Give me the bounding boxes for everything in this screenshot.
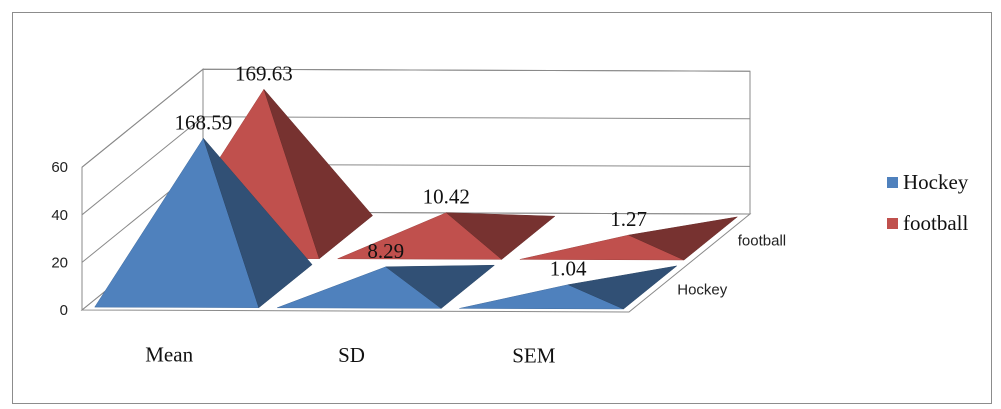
category-label-mean: Mean	[145, 342, 193, 366]
series-hockey: 168.59 8.29 1.04	[94, 110, 678, 310]
pyramid-hockey-sem-side-face	[567, 265, 678, 310]
pyramid-football-sem-side-face	[627, 216, 739, 261]
depth-label-hockey: Hockey	[677, 282, 728, 299]
pyramid-football-mean-side-face	[263, 89, 373, 260]
depth-label-football: football	[738, 233, 786, 250]
legend-swatch-football	[887, 218, 898, 229]
legend-label-hockey: Hockey	[903, 170, 969, 194]
category-label-sd: SD	[338, 343, 365, 367]
pyramid-hockey-mean-side-face	[203, 138, 313, 309]
pyramid-hockey-mean: 168.59	[94, 110, 313, 309]
category-labels: Mean SD SEM	[145, 342, 555, 367]
y-tick-label: 40	[51, 207, 68, 224]
y-axis-ticks: 0 20 40 60	[51, 159, 68, 319]
pyramid-hockey-sem: 1.04	[459, 257, 678, 310]
pyramid-football-sd-data-label: 10.42	[423, 185, 470, 209]
legend-item-football: football	[887, 211, 968, 235]
pyramid-hockey-sd-side-face	[385, 264, 496, 309]
gridline-60	[81, 68, 751, 168]
pyramid-hockey-mean-data-label: 168.59	[175, 110, 233, 134]
legend: Hockey football	[887, 170, 969, 235]
pyramid-football-sd-side-face	[445, 212, 556, 260]
legend-swatch-hockey	[887, 177, 898, 188]
pyramid-football-sem-data-label: 1.27	[610, 207, 647, 231]
y-tick-label: 60	[51, 159, 68, 176]
pyramid-hockey-sem-data-label: 1.04	[550, 257, 587, 281]
category-label-sem: SEM	[512, 344, 556, 368]
pyramid-football-sem: 1.27	[519, 207, 739, 261]
pyramid-hockey-sd-data-label: 8.29	[367, 239, 404, 263]
pyramid-football-sd: 10.42	[337, 185, 556, 260]
legend-item-hockey: Hockey	[887, 170, 969, 194]
legend-label-football: football	[903, 211, 968, 235]
depth-axis-labels: Hockey football	[677, 233, 786, 299]
gridline-40	[81, 116, 751, 216]
pyramid-hockey-sd: 8.29	[277, 239, 496, 309]
y-tick-label: 0	[60, 302, 68, 319]
y-tick-label: 20	[51, 254, 68, 271]
pyramid-football-mean-data-label: 169.63	[235, 61, 293, 85]
